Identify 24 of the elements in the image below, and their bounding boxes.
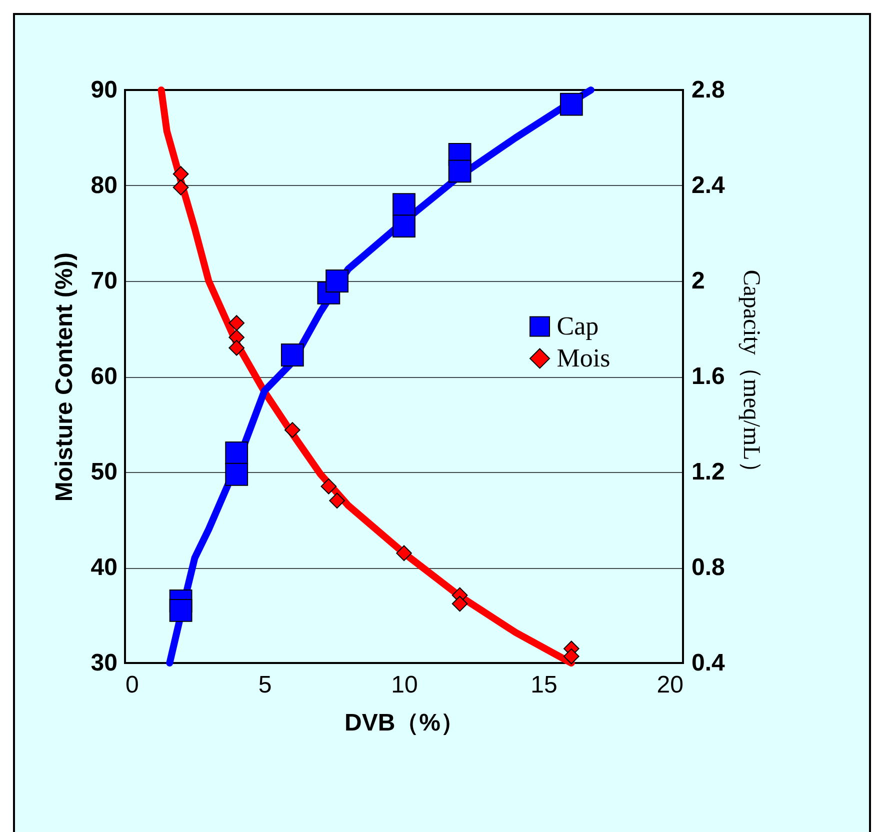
y2-tick-label: 1.2 [692,458,725,486]
y-tick-label: 70 [90,268,118,294]
y2-tick-label: 1.6 [692,363,725,390]
x-axis-title: DVB（%） [344,710,465,736]
legend-label: Mois [556,343,610,372]
y2-tick-label: 2.4 [692,172,726,199]
y2-tick-label: 0.4 [692,650,726,676]
x-tick-label: 15 [530,672,558,698]
x-tick-label: 5 [258,672,272,698]
x-tick-label: 20 [656,672,684,698]
y2-tick-label: 0.8 [692,554,725,581]
y-tick-label: 80 [90,172,118,199]
y-tick-label: 30 [90,650,118,676]
y2-tick-label: 2 [692,268,705,294]
y-tick-label: 90 [90,76,118,104]
x-tick-label: 0 [126,672,139,698]
y2-tick-label: 2.8 [692,76,725,104]
y-tick-label: 60 [90,363,118,390]
y-tick-label: 50 [90,458,118,486]
x-tick-label: 10 [391,672,418,698]
legend-label: Cap [556,311,599,340]
y-axis-title: Moisture Content (%)) [50,252,78,502]
y2-axis-title: Capacity（meq/mL） [738,270,764,484]
y-tick-label: 40 [90,554,118,581]
